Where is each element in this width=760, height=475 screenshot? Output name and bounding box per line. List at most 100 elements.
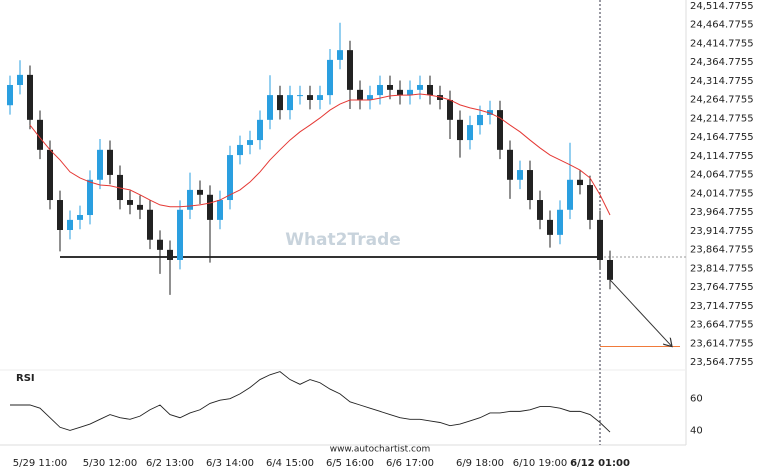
candle-body — [427, 84, 433, 96]
y-tick-label: 24,314.7755 — [690, 76, 754, 87]
y-tick-label: 23,814.7755 — [690, 263, 754, 274]
candle-body — [267, 95, 273, 120]
candle-body — [77, 215, 83, 220]
y-tick-label: 23,614.7755 — [690, 338, 754, 349]
candle-body — [297, 95, 303, 97]
candle-body — [157, 239, 163, 250]
y-tick-label: 24,514.7755 — [690, 1, 754, 12]
x-tick-label: 6/3 14:00 — [206, 458, 254, 469]
forecast-arrow — [609, 279, 672, 347]
candle-body — [107, 149, 113, 175]
y-tick-label: 23,764.7755 — [690, 282, 754, 293]
candle-body — [567, 179, 573, 210]
candle-body — [337, 50, 343, 60]
candle-body — [257, 119, 263, 141]
candle-body — [347, 50, 353, 90]
candle-body — [307, 95, 313, 100]
candle-body — [457, 119, 463, 141]
candle-body — [387, 84, 393, 90]
candle-body — [417, 84, 423, 90]
y-tick-label: 24,364.7755 — [690, 57, 754, 68]
candle-body — [327, 59, 333, 96]
candle-body — [467, 125, 473, 141]
y-tick-label: 24,464.7755 — [690, 20, 754, 31]
x-tick-label: 6/12 01:00 — [570, 458, 630, 469]
y-tick-label: 23,864.7755 — [690, 245, 754, 256]
candle-body — [67, 219, 73, 231]
y-tick-label: 23,714.7755 — [690, 301, 754, 312]
watermark: What2Trade — [285, 230, 401, 250]
rsi-tick-label: 40 — [690, 425, 703, 436]
rsi-tick-label: 60 — [690, 394, 703, 405]
candle-body — [407, 89, 413, 96]
y-tick-label: 23,964.7755 — [690, 207, 754, 218]
y-tick-label: 23,914.7755 — [690, 226, 754, 237]
candle-body — [117, 174, 123, 201]
candle-body — [247, 140, 253, 145]
y-tick-label: 24,264.7755 — [690, 95, 754, 106]
candle-body — [87, 179, 93, 216]
x-tick-label: 5/29 11:00 — [13, 458, 67, 469]
candle-body — [17, 74, 23, 85]
candle-body — [507, 149, 513, 180]
candle-body — [7, 84, 13, 106]
candle-body — [227, 155, 233, 201]
candle-body — [217, 200, 223, 220]
moving-average — [29, 93, 611, 216]
candle-body — [397, 89, 403, 96]
y-tick-label: 24,064.7755 — [690, 170, 754, 181]
candle-body — [597, 219, 603, 260]
x-tick-label: 6/10 19:00 — [513, 458, 567, 469]
y-tick-label: 24,214.7755 — [690, 113, 754, 124]
candle-body — [557, 209, 563, 235]
candle-body — [57, 200, 63, 231]
candle-body — [27, 74, 33, 120]
candle-body — [177, 209, 183, 260]
candle-body — [137, 204, 143, 210]
candle-body — [487, 110, 493, 115]
candle-body — [97, 149, 103, 180]
candle-body — [547, 219, 553, 235]
candle-body — [437, 95, 443, 100]
candle-body — [537, 200, 543, 220]
candle-body — [477, 114, 483, 126]
candle-body — [167, 249, 173, 260]
rsi-title: RSI — [16, 373, 35, 384]
candle-body — [147, 209, 153, 240]
candle-body — [127, 200, 133, 205]
candle-body — [277, 95, 283, 111]
candle-body — [607, 259, 613, 280]
candle-body — [497, 110, 503, 150]
candle-body — [317, 95, 323, 100]
candle-body — [357, 89, 363, 100]
rsi-line — [10, 371, 611, 433]
candle-body — [37, 119, 43, 150]
x-tick-label: 6/2 13:00 — [146, 458, 194, 469]
y-tick-label: 24,014.7755 — [690, 188, 754, 199]
candle-body — [377, 84, 383, 96]
x-tick-label: 6/6 17:00 — [386, 458, 434, 469]
y-tick-label: 23,664.7755 — [690, 320, 754, 331]
plot-area — [0, 0, 686, 445]
candle-body — [207, 194, 213, 220]
candle-body — [187, 189, 193, 210]
candle-body — [197, 189, 203, 195]
x-tick-label: 6/9 18:00 — [456, 458, 504, 469]
source: www.autochartist.com — [330, 445, 431, 455]
y-tick-label: 23,564.7755 — [690, 357, 754, 368]
candle-body — [47, 149, 53, 201]
candle-body — [287, 95, 293, 111]
candle-body — [527, 170, 533, 201]
x-tick-label: 5/30 12:00 — [83, 458, 137, 469]
y-tick-label: 24,114.7755 — [690, 151, 754, 162]
x-tick-label: 6/4 15:00 — [266, 458, 314, 469]
candle-body — [587, 185, 593, 220]
y-tick-label: 24,414.7755 — [690, 38, 754, 49]
y-tick-label: 24,164.7755 — [690, 132, 754, 143]
candle-body — [577, 179, 583, 186]
candle-body — [367, 95, 373, 100]
x-tick-label: 6/5 16:00 — [326, 458, 374, 469]
candle-body — [447, 99, 453, 120]
candle-body — [517, 170, 523, 180]
